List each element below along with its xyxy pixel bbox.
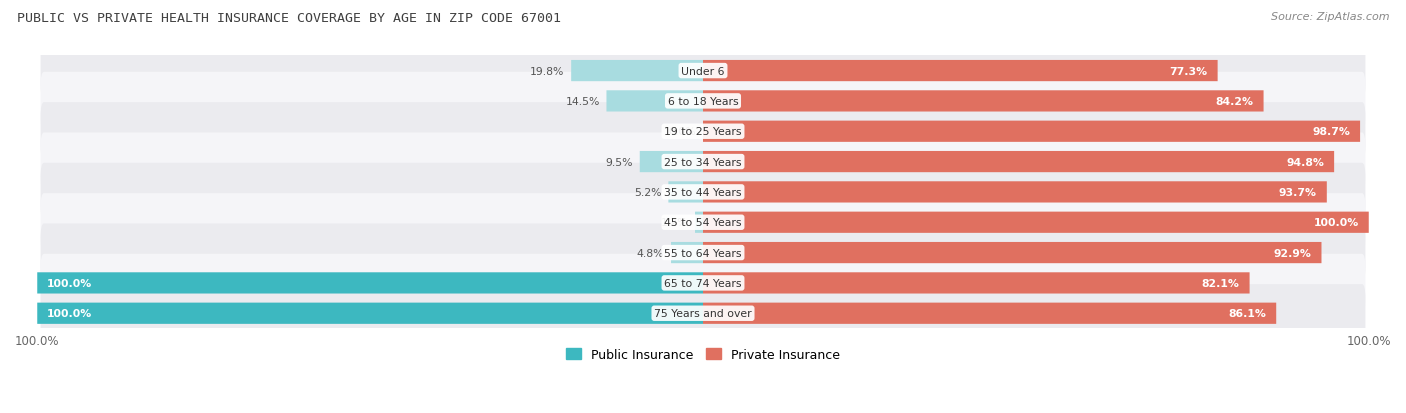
Text: 25 to 34 Years: 25 to 34 Years xyxy=(664,157,742,167)
FancyBboxPatch shape xyxy=(41,164,1365,221)
Text: 9.5%: 9.5% xyxy=(606,157,633,167)
Text: 86.1%: 86.1% xyxy=(1229,309,1267,318)
Text: 6 to 18 Years: 6 to 18 Years xyxy=(668,97,738,107)
Text: Source: ZipAtlas.com: Source: ZipAtlas.com xyxy=(1271,12,1389,22)
FancyBboxPatch shape xyxy=(703,152,1334,173)
FancyBboxPatch shape xyxy=(41,133,1365,191)
Text: 92.9%: 92.9% xyxy=(1274,248,1312,258)
Text: 4.8%: 4.8% xyxy=(637,248,665,258)
Text: 19 to 25 Years: 19 to 25 Years xyxy=(664,127,742,137)
FancyBboxPatch shape xyxy=(606,91,703,112)
FancyBboxPatch shape xyxy=(695,212,703,233)
FancyBboxPatch shape xyxy=(703,121,1360,142)
FancyBboxPatch shape xyxy=(41,254,1365,312)
Text: 75 Years and over: 75 Years and over xyxy=(654,309,752,318)
Text: 77.3%: 77.3% xyxy=(1170,66,1208,76)
Text: 1.2%: 1.2% xyxy=(661,218,689,228)
FancyBboxPatch shape xyxy=(37,273,703,294)
FancyBboxPatch shape xyxy=(640,152,703,173)
Text: 82.1%: 82.1% xyxy=(1202,278,1240,288)
Text: PUBLIC VS PRIVATE HEALTH INSURANCE COVERAGE BY AGE IN ZIP CODE 67001: PUBLIC VS PRIVATE HEALTH INSURANCE COVER… xyxy=(17,12,561,25)
Text: 35 to 44 Years: 35 to 44 Years xyxy=(664,188,742,197)
FancyBboxPatch shape xyxy=(571,61,703,82)
FancyBboxPatch shape xyxy=(703,242,1322,263)
Text: 100.0%: 100.0% xyxy=(48,309,93,318)
FancyBboxPatch shape xyxy=(668,182,703,203)
FancyBboxPatch shape xyxy=(703,212,1369,233)
Text: 45 to 54 Years: 45 to 54 Years xyxy=(664,218,742,228)
Text: 19.8%: 19.8% xyxy=(530,66,565,76)
FancyBboxPatch shape xyxy=(41,73,1365,131)
Text: 100.0%: 100.0% xyxy=(1313,218,1358,228)
Text: 94.8%: 94.8% xyxy=(1286,157,1324,167)
FancyBboxPatch shape xyxy=(41,224,1365,282)
Text: 98.7%: 98.7% xyxy=(1312,127,1350,137)
FancyBboxPatch shape xyxy=(41,43,1365,100)
FancyBboxPatch shape xyxy=(41,103,1365,161)
Text: 84.2%: 84.2% xyxy=(1216,97,1254,107)
FancyBboxPatch shape xyxy=(37,303,703,324)
Legend: Public Insurance, Private Insurance: Public Insurance, Private Insurance xyxy=(561,343,845,366)
FancyBboxPatch shape xyxy=(41,194,1365,252)
FancyBboxPatch shape xyxy=(671,242,703,263)
FancyBboxPatch shape xyxy=(703,273,1250,294)
Text: 93.7%: 93.7% xyxy=(1279,188,1317,197)
Text: 55 to 64 Years: 55 to 64 Years xyxy=(664,248,742,258)
FancyBboxPatch shape xyxy=(703,61,1218,82)
Text: Under 6: Under 6 xyxy=(682,66,724,76)
FancyBboxPatch shape xyxy=(41,285,1365,342)
Text: 100.0%: 100.0% xyxy=(48,278,93,288)
Text: 14.5%: 14.5% xyxy=(565,97,600,107)
Text: 0.0%: 0.0% xyxy=(669,127,696,137)
FancyBboxPatch shape xyxy=(703,91,1264,112)
FancyBboxPatch shape xyxy=(703,182,1327,203)
Text: 5.2%: 5.2% xyxy=(634,188,662,197)
Text: 65 to 74 Years: 65 to 74 Years xyxy=(664,278,742,288)
FancyBboxPatch shape xyxy=(703,303,1277,324)
